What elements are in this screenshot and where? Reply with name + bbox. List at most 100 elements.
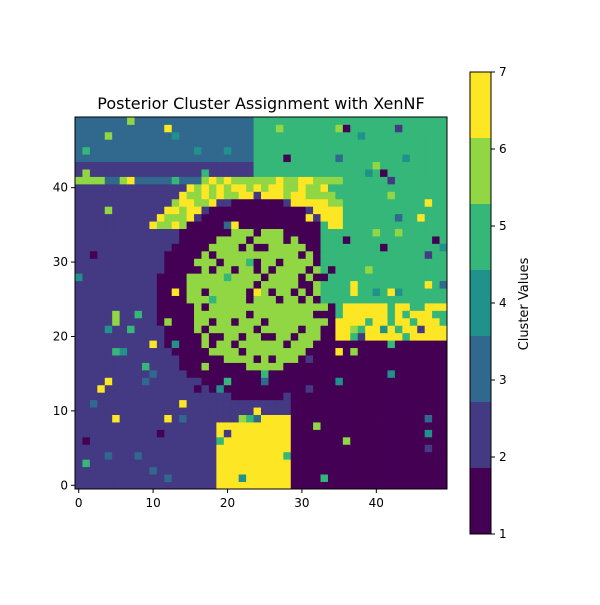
heatmap-cell [119,407,128,415]
heatmap-cell [141,377,150,386]
heatmap-cell [112,459,121,468]
heatmap-cell [141,325,150,334]
heatmap-cell [335,451,344,460]
heatmap-cell [82,414,91,423]
heatmap-cell [350,265,359,274]
heatmap-cell [179,139,187,148]
heatmap-cell [409,258,418,267]
heatmap-cell [186,310,195,319]
heatmap-cell [357,221,366,229]
heatmap-cell [149,117,158,125]
heatmap-cell [335,198,344,207]
heatmap-cell [402,206,411,215]
heatmap-cell [365,414,373,423]
heatmap-cell [179,355,187,363]
heatmap-cell [275,414,284,423]
heatmap-cell [275,459,284,468]
heatmap-cell [231,466,240,475]
heatmap-cell [357,429,366,438]
heatmap-cell [283,228,292,237]
heatmap-cell [432,243,440,252]
heatmap-cell [402,265,411,274]
heatmap-cell [350,273,359,282]
heatmap-cell [89,310,98,319]
heatmap-cell [119,124,128,133]
heatmap-cell [208,236,217,244]
heatmap-cell [387,258,396,267]
heatmap-cell [268,124,277,133]
heatmap-cell [320,369,329,378]
heatmap-cell [313,265,321,274]
chart-title: Posterior Cluster Assignment with XenNF [97,94,424,113]
heatmap-cell [104,258,113,267]
heatmap-cell [424,481,433,490]
heatmap-cell [75,228,83,237]
heatmap-cell [186,429,195,438]
heatmap-cell [432,183,440,192]
heatmap-cell [246,139,254,148]
heatmap-cell [439,250,448,259]
heatmap-cell [141,429,150,438]
heatmap-cell [149,176,158,185]
heatmap-cell [275,325,284,334]
heatmap-cell [97,169,106,177]
heatmap-cell [275,213,284,222]
heatmap-cell [179,466,187,475]
heatmap-cell [171,310,180,319]
heatmap-cell [223,169,232,177]
heatmap-cell [387,191,396,200]
heatmap-cell [97,146,106,155]
heatmap-cell [246,474,254,482]
heatmap-cell [357,436,366,445]
heatmap-cell [402,250,411,259]
heatmap-cell [97,295,106,304]
heatmap-cell [149,206,158,215]
heatmap-cell [216,183,225,192]
heatmap-cell [350,369,359,378]
heatmap-cell [179,317,187,326]
heatmap-cell [171,474,180,482]
heatmap-cell [179,303,187,311]
heatmap-cell [238,384,247,393]
heatmap-cell [387,303,396,311]
heatmap-cell [179,213,187,222]
heatmap-cell [432,384,440,393]
heatmap-cell [409,384,418,393]
heatmap-cell [380,236,388,244]
heatmap-cell [171,332,180,341]
heatmap-cell [141,213,150,222]
heatmap-cell [208,414,217,423]
heatmap-cell [238,362,247,371]
heatmap-cell [179,377,187,386]
heatmap-cell [417,317,426,326]
heatmap-cell [134,169,143,177]
heatmap-cell [149,399,158,408]
heatmap-cell [290,474,299,482]
heatmap-cell [171,169,180,177]
heatmap-cell [223,139,232,148]
heatmap-cell [127,414,135,423]
heatmap-cell [275,206,284,215]
heatmap-cell [387,436,396,445]
heatmap-cell [350,466,359,475]
heatmap-cell [305,176,314,185]
heatmap-cell [104,481,113,490]
heatmap-cell [112,429,121,438]
heatmap-cell [320,481,329,490]
heatmap-cell [223,444,232,453]
heatmap-cell [320,236,329,244]
heatmap-cell [320,436,329,445]
heatmap-cell [320,206,329,215]
heatmap-cell [357,191,366,200]
heatmap-cell [253,198,262,207]
heatmap-cell [104,250,113,259]
heatmap-cell [127,146,135,155]
heatmap-cell [216,384,225,393]
heatmap-cell [350,288,359,296]
heatmap-cell [164,154,173,163]
heatmap-cell [357,340,366,349]
heatmap-cell [350,258,359,267]
heatmap-cell [253,117,262,125]
heatmap-cell [327,369,336,378]
